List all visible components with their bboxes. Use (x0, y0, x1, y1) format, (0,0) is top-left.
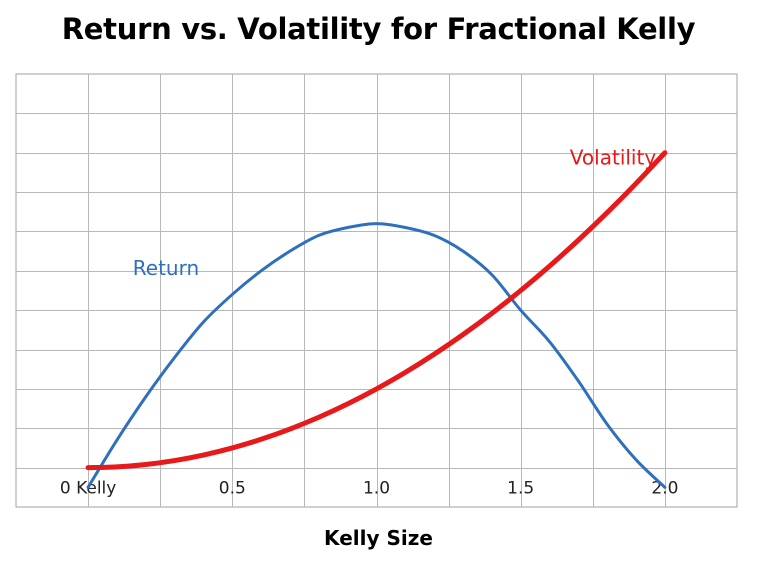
x-tick-labels: 0 Kelly 0.5 1.0 1.5 2.0 (60, 479, 679, 499)
grid-lines (15, 73, 738, 508)
series-line-return (86, 222, 667, 489)
x-axis-title: Kelly Size (324, 526, 433, 550)
series-lines (85, 150, 668, 489)
chart-title: Return vs. Volatility for Fractional Kel… (61, 12, 696, 46)
series-line-volatility (85, 150, 668, 471)
x-tick-label: 1.5 (507, 479, 534, 499)
x-tick-label: 0.5 (219, 479, 246, 499)
x-tick-label: 1.0 (363, 479, 390, 499)
series-label-volatility: Volatility (570, 146, 657, 170)
series-labels: Return Volatility (133, 146, 657, 280)
series-label-return: Return (133, 256, 199, 280)
plot-border (15, 73, 738, 508)
